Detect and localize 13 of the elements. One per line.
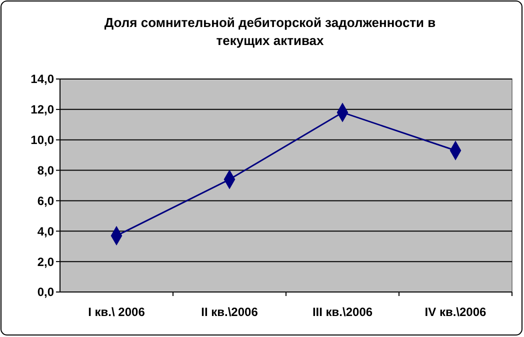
y-tick-label: 8,0 bbox=[37, 163, 54, 178]
y-tick-label: 10,0 bbox=[30, 133, 54, 148]
y-tick-label: 14,0 bbox=[30, 72, 54, 86]
x-tick-label: I кв.\ 2006 bbox=[88, 305, 146, 319]
y-tick-label: 12,0 bbox=[30, 102, 54, 117]
y-tick-label: 2,0 bbox=[37, 254, 54, 269]
chart-title: Доля сомнительной дебиторской задолженности в текущих активах bbox=[104, 15, 436, 48]
x-tick-label: IV кв.\2006 bbox=[424, 305, 487, 319]
x-tick-label: III кв.\2006 bbox=[312, 305, 373, 319]
y-tick-label: 0,0 bbox=[37, 285, 54, 300]
y-tick-label: 4,0 bbox=[37, 224, 54, 238]
y-tick-label: 6,0 bbox=[37, 194, 54, 208]
x-tick-label: II кв.\2006 bbox=[201, 305, 258, 319]
